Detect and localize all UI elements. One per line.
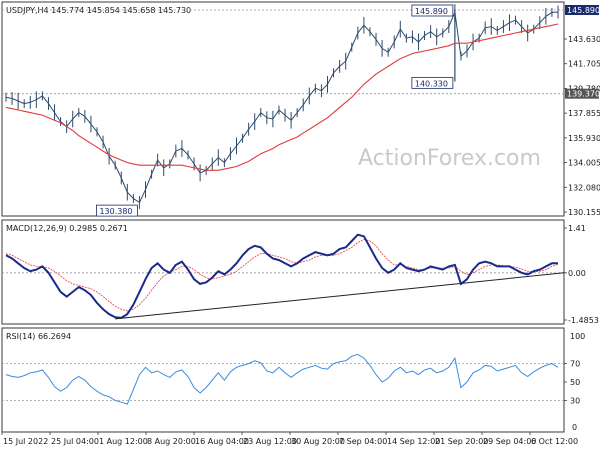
x-tick-label: 7 Sep 04:00 <box>339 437 387 446</box>
current-price-box <box>565 5 599 15</box>
x-tick-label: 16 Aug 04:00 <box>195 437 249 446</box>
x-tick-label: 6 Oct 12:00 <box>531 437 578 446</box>
price-annotations: 145.890 140.330 130.380 <box>96 4 454 217</box>
x-tick-label: 14 Sep 12:00 <box>387 437 440 446</box>
macd-y-axis: 1.41 0.00 -1.4853 <box>564 224 599 325</box>
rsi-line <box>5 353 559 405</box>
y-tick-label: 130.155 <box>568 208 600 217</box>
price-pane: USDJPY,H4 145.774 145.854 145.658 145.73… <box>1 1 600 217</box>
y-tick-label: 0.00 <box>568 269 586 278</box>
rsi-pane-border <box>1 327 565 433</box>
price-y-axis: 145.890143.630141.705139.780139.370137.8… <box>564 5 600 217</box>
y-tick-label: 1.41 <box>568 224 586 233</box>
y-tick-label: 30 <box>570 396 580 405</box>
rsi-series <box>5 353 559 405</box>
y-tick-label: 143.630 <box>568 35 600 44</box>
rsi-pane: RSI(14) 66.2694 70 50 30 100 0 <box>1 327 585 433</box>
x-tick-label: 15 Jul 2022 <box>3 437 48 446</box>
y-tick-label: 50 <box>570 378 580 387</box>
macd-trendline <box>115 272 565 320</box>
y-tick-label: 145.890 <box>567 6 600 15</box>
x-tick-label: 8 Aug 20:00 <box>147 437 196 446</box>
macd-pane: MACD(12,26,9) 0.2985 0.2671 1.41 0.00 -1.4… <box>1 219 599 325</box>
y-tick-label: 0 <box>572 423 577 432</box>
y-tick-label: 141.705 <box>568 60 600 69</box>
x-tick-label: 21 Sep 20:00 <box>435 437 488 446</box>
price-pane-border <box>1 1 565 217</box>
x-axis: 15 Jul 2022 25 Jul 04:00 1 Aug 12:00 8 Aug … <box>1 432 578 446</box>
y-tick-label: 139.370 <box>567 90 600 99</box>
y-tick-label: 134.005 <box>568 159 600 168</box>
spike-low-annotation-box <box>411 76 454 89</box>
level-price-box <box>565 88 599 99</box>
macd-signal-line <box>5 238 559 312</box>
watermark: ActionForex.com <box>358 146 541 171</box>
low-annotation: 130.380 <box>99 207 132 216</box>
macd-pane-border <box>1 219 565 325</box>
price-line <box>5 10 559 204</box>
x-tick-label: 30 Aug 20:00 <box>291 437 345 446</box>
low-annotation-box <box>96 204 138 217</box>
y-tick-label: 135.930 <box>568 134 600 143</box>
macd-line <box>5 233 558 319</box>
macd-pane-title: MACD(12,26,9) 0.2985 0.2671 <box>6 224 128 233</box>
x-tick-label: 29 Sep 04:00 <box>483 437 536 446</box>
moving-average <box>5 23 559 171</box>
y-tick-label: 70 <box>570 360 580 369</box>
y-tick-label: 100 <box>570 332 585 341</box>
price-pane-title: USDJPY,H4 145.774 145.854 145.658 145.73… <box>6 6 191 15</box>
moving-average-line <box>5 23 559 171</box>
x-tick-label: 23 Aug 12:00 <box>243 437 297 446</box>
y-tick-label: 137.855 <box>568 109 600 118</box>
x-tick-label: 25 Jul 04:00 <box>51 437 99 446</box>
rsi-gridlines <box>2 363 564 401</box>
rsi-y-axis: 70 50 30 100 0 <box>564 332 585 432</box>
y-tick-label: 132.080 <box>568 183 600 192</box>
rsi-pane-title: RSI(14) 66.2694 <box>6 332 71 341</box>
spike-low-annotation: 140.330 <box>415 79 448 88</box>
high-annotation: 145.890 <box>415 7 448 16</box>
price-gridlines <box>2 9 564 95</box>
macd-series <box>5 233 565 320</box>
y-tick-label: -1.4853 <box>568 316 599 325</box>
x-tick-label: 1 Aug 12:00 <box>99 437 148 446</box>
high-annotation-box <box>411 4 454 17</box>
